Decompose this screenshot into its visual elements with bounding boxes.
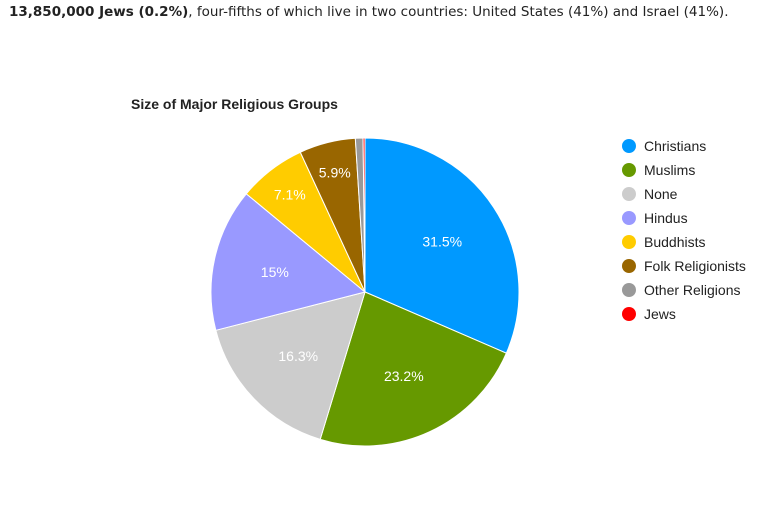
legend-item-christians[interactable]: Christians <box>622 134 746 158</box>
legend-swatch <box>622 163 636 177</box>
legend-label: Hindus <box>644 210 688 226</box>
legend-item-other-religions[interactable]: Other Religions <box>622 278 746 302</box>
legend-label: Folk Religionists <box>644 258 746 274</box>
chart-legend: Christians Muslims None Hindus Buddhists Folk… <box>622 134 746 326</box>
pie-slice-christians[interactable] <box>364 137 520 354</box>
slice-label-buddhists: 7.1% <box>274 186 306 202</box>
slice-label-christians: 31.5% <box>422 233 462 249</box>
legend-swatch <box>622 139 636 153</box>
legend-item-muslims[interactable]: Muslims <box>622 158 746 182</box>
pie-slice-muslims[interactable] <box>319 291 507 447</box>
legend-label: Muslims <box>644 162 696 178</box>
legend-label: Other Religions <box>644 282 741 298</box>
legend-swatch <box>622 211 636 225</box>
legend-swatch <box>622 259 636 273</box>
legend-swatch <box>622 283 636 297</box>
slice-label-folk-religionists: 5.9% <box>319 165 351 181</box>
intro-rest-text: , four-fifths of which live in two count… <box>188 4 729 20</box>
legend-label: Christians <box>644 138 707 154</box>
legend-label: None <box>644 186 678 202</box>
slice-label-hindus: 15% <box>261 264 289 280</box>
legend-label: Jews <box>644 306 676 322</box>
legend-item-none[interactable]: None <box>622 182 746 206</box>
legend-swatch <box>622 235 636 249</box>
pie-slice-none[interactable] <box>215 291 366 440</box>
pie-slice-jews[interactable] <box>362 137 366 293</box>
chart-title: Size of Major Religious Groups <box>131 96 338 112</box>
legend-item-folk-religionists[interactable]: Folk Religionists <box>622 254 746 278</box>
legend-swatch <box>622 307 636 321</box>
legend-swatch <box>622 187 636 201</box>
legend-label: Buddhists <box>644 234 706 250</box>
legend-item-buddhists[interactable]: Buddhists <box>622 230 746 254</box>
legend-item-jews[interactable]: Jews <box>622 302 746 326</box>
legend-item-hindus[interactable]: Hindus <box>622 206 746 230</box>
intro-bold-text: 13,850,000 Jews (0.2%) <box>9 4 189 20</box>
slice-label-muslims: 23.2% <box>384 368 424 384</box>
intro-paragraph: 13,850,000 Jews (0.2%), four-fifths of w… <box>9 2 754 22</box>
pie-slice-hindus[interactable] <box>210 193 367 331</box>
slice-label-none: 16.3% <box>278 348 318 364</box>
